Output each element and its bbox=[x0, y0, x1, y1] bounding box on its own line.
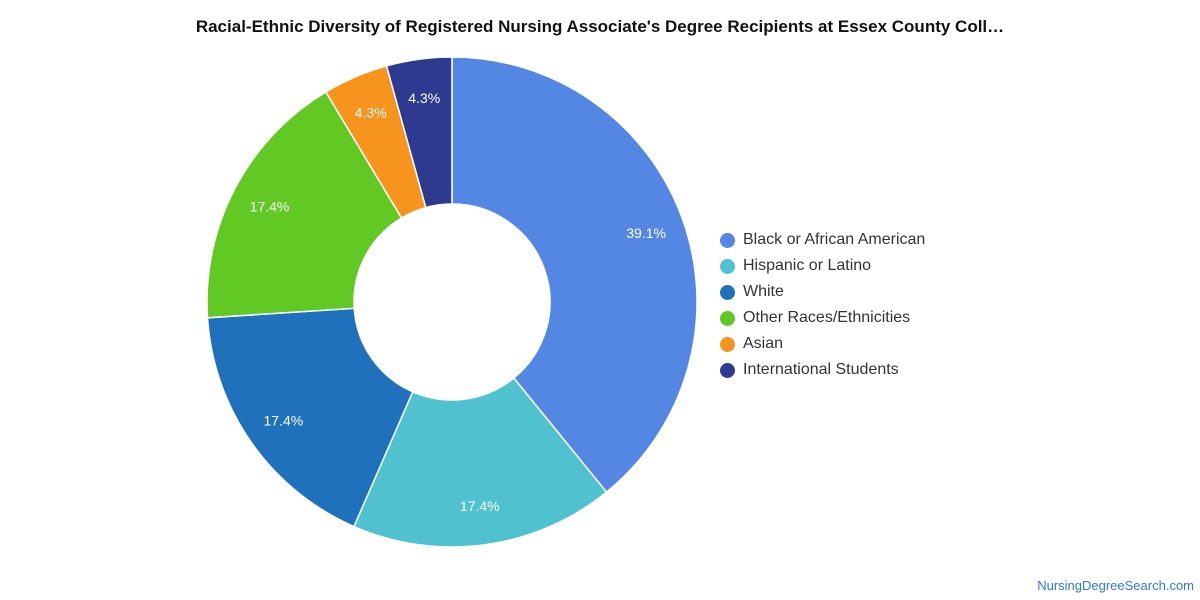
legend-item-2[interactable]: White bbox=[720, 279, 925, 305]
legend-item-0[interactable]: Black or African American bbox=[720, 227, 925, 253]
slice-1[interactable] bbox=[352, 376, 608, 548]
slice-0[interactable] bbox=[451, 56, 698, 494]
legend-label: Asian bbox=[743, 335, 784, 352]
slice-label-0: 39.1% bbox=[626, 225, 666, 241]
slice-5[interactable] bbox=[385, 56, 453, 209]
legend-item-5[interactable]: International Students bbox=[720, 357, 925, 383]
slice-label-4: 4.3% bbox=[355, 105, 387, 121]
legend-label: Other Races/Ethnicities bbox=[743, 309, 911, 326]
chart-legend: Black or African American Hispanic or Lat… bbox=[720, 227, 925, 383]
legend-swatch-icon bbox=[720, 310, 735, 326]
legend-swatch-icon bbox=[720, 336, 735, 352]
legend-swatch-icon bbox=[720, 258, 735, 274]
slice-label-3: 17.4% bbox=[250, 198, 290, 214]
legend-label: International Students bbox=[743, 361, 899, 378]
legend-item-3[interactable]: Other Races/Ethnicities bbox=[720, 305, 925, 331]
legend-label: White bbox=[743, 283, 784, 300]
slice-label-1: 17.4% bbox=[460, 498, 500, 514]
slice-2[interactable] bbox=[206, 307, 414, 528]
legend-swatch-icon bbox=[720, 362, 735, 378]
legend-label: Hispanic or Latino bbox=[743, 257, 872, 274]
legend-item-4[interactable]: Asian bbox=[720, 331, 925, 357]
slice-label-2: 17.4% bbox=[263, 412, 303, 428]
legend-item-1[interactable]: Hispanic or Latino bbox=[720, 253, 925, 279]
legend-swatch-icon bbox=[720, 284, 735, 300]
chart-title: Racial-Ethnic Diversity of Registered Nu… bbox=[195, 17, 1005, 36]
legend-label: Black or African American bbox=[743, 231, 926, 248]
legend-swatch-icon bbox=[720, 232, 735, 248]
slice-3[interactable] bbox=[206, 90, 403, 319]
source-link[interactable]: NursingDegreeSearch.com bbox=[1037, 578, 1194, 593]
slice-label-5: 4.3% bbox=[408, 90, 440, 106]
